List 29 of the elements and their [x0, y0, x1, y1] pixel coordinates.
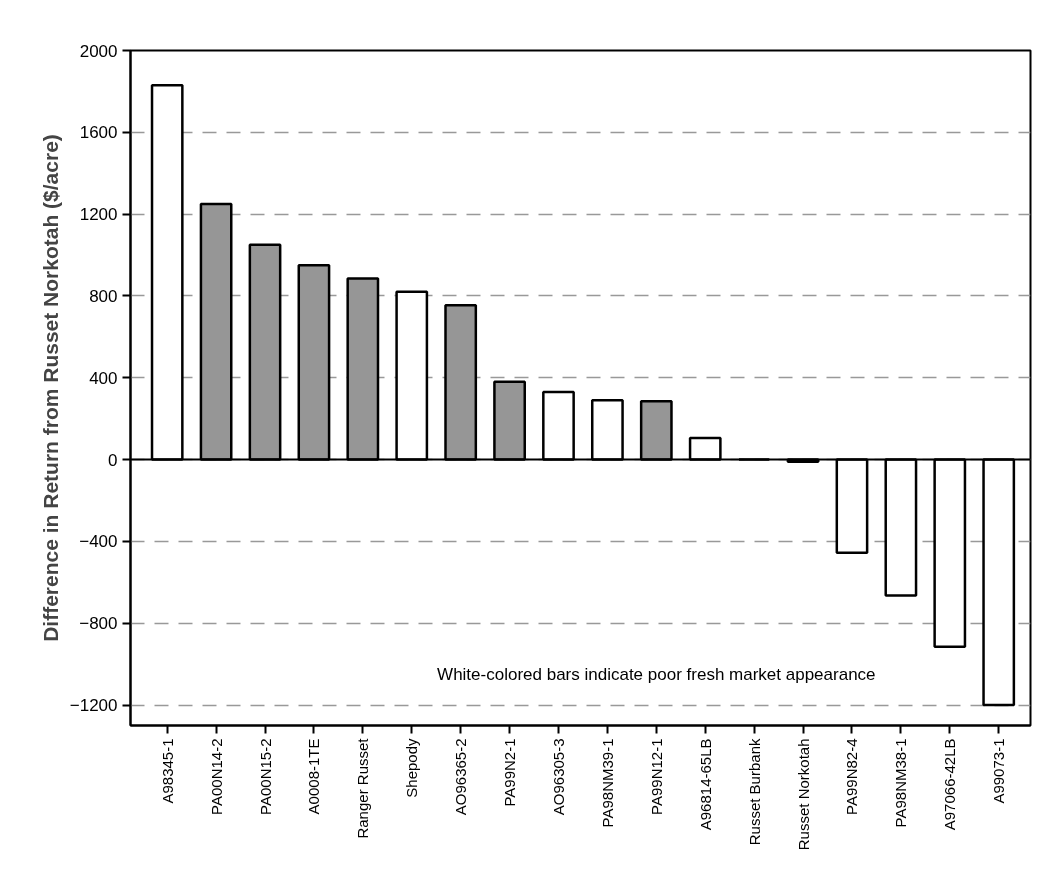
x-tick-label: PA98NM38-1 — [892, 738, 910, 828]
x-tick-label: AO96305-3 — [549, 738, 567, 816]
x-tick-label: A97066-42LB — [941, 738, 959, 831]
y-tick-label: −800 — [79, 614, 118, 634]
x-tick-label: PA99N82-4 — [843, 738, 861, 815]
y-tick-label: 400 — [89, 368, 118, 388]
x-tick-label: PA99N12-1 — [647, 738, 665, 815]
x-tick-label: PA00N14-2 — [207, 738, 225, 815]
y-tick-label: 1200 — [79, 205, 118, 225]
x-tick-label: A98345-1 — [158, 738, 176, 804]
x-tick-label: A0008-1TE — [305, 738, 323, 815]
y-axis-title: Difference in Return from Russet Norkotah ($/acre) — [38, 134, 62, 642]
x-tick-label: A96814-65LB — [696, 738, 714, 831]
x-tick-label: Shepody — [403, 738, 421, 798]
y-tick-label: 1600 — [79, 123, 118, 143]
x-tick-label: PA00N15-2 — [256, 738, 274, 815]
x-tick-label: AO96365-2 — [452, 738, 470, 816]
y-tick-label: −1200 — [69, 696, 118, 716]
x-tick-label: PA99N2-1 — [501, 738, 519, 807]
y-tick-label: 0 — [108, 450, 118, 470]
y-tick-label: 800 — [89, 286, 118, 306]
x-tick-label: Ranger Russet — [354, 737, 372, 839]
x-tick-label: Russet Burbank — [745, 738, 763, 846]
y-tick-label: −400 — [79, 532, 118, 552]
x-tick-label: A99073-1 — [990, 738, 1008, 804]
x-tick-label: Russet Norkotah — [794, 738, 812, 851]
annotation: White-colored bars indicate poor fresh market appearance — [437, 665, 876, 685]
y-tick-label: 2000 — [79, 41, 118, 61]
x-tick-label: PA98NM39-1 — [598, 738, 616, 828]
